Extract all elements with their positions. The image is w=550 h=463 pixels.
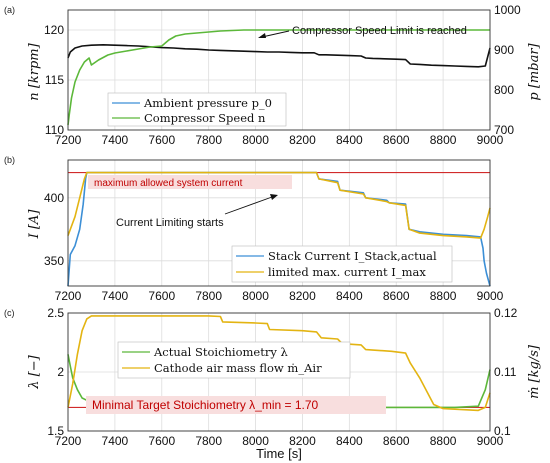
panel-a-xtick-3: 7800 <box>195 133 222 147</box>
panel-b-xtick-3: 7800 <box>195 289 222 303</box>
panel-a-ytick-2: 120 <box>44 23 64 37</box>
panel-a-ytick-right-1: 800 <box>494 83 514 97</box>
panel-b-xtick-6: 8400 <box>336 289 363 303</box>
panel-c-xtick-0: 7200 <box>55 434 82 448</box>
panel-c-ytick-right-0: 0.1 <box>494 424 511 438</box>
panel-c-xtick-2: 7600 <box>148 434 175 448</box>
panel-a-xtick-0: 7200 <box>55 133 82 147</box>
panel-c-ytick-1: 2 <box>57 365 64 379</box>
panel-a-annotation: Compressor Speed Limit is reached <box>292 25 467 37</box>
panel-a-xtick-8: 8800 <box>430 133 457 147</box>
panel-a-series-0 <box>67 43 491 68</box>
panel-b-ytick-1: 400 <box>44 191 64 205</box>
panel-c-ytick-right-1: 0.11 <box>494 365 517 379</box>
panel-a-legend-box <box>107 92 287 127</box>
panel-b-legend-stack: Stack Current I_Stack,actual <box>268 249 437 263</box>
panel-a-ytick-right-0: 700 <box>494 123 514 137</box>
panel-a-xtick-5: 8200 <box>289 133 316 147</box>
panel-a-series <box>67 29 491 126</box>
panel-b-xtick-9: 9000 <box>477 289 504 303</box>
panel-c-xtick-1: 7400 <box>102 434 129 448</box>
panel-a-arrowhead <box>258 33 266 38</box>
panel-c-xtick-5: 8200 <box>289 434 316 448</box>
panel-c-legend-massflow: Cathode air mass flow ṁ_Air <box>154 361 322 375</box>
panel-a-xtick-4: 8000 <box>242 133 269 147</box>
panel-b-tag: (b) <box>4 155 15 165</box>
panel-b-series <box>67 171 491 287</box>
panel-c-xtick-9: 9000 <box>477 434 504 448</box>
panel-a-series-1 <box>67 29 490 126</box>
panel-c-ticks: 7200 7400 7600 7800 8000 8200 8400 8600 8800 9000… <box>47 306 517 448</box>
panel-a-ylabel-right: p [mbar] <box>527 42 542 100</box>
panel-c-legend: Actual Stoichiometry λ Cathode air mass … <box>117 341 351 379</box>
panel-c-xlabel: Time [s] <box>256 446 302 461</box>
panel-b-xtick-2: 7600 <box>148 289 175 303</box>
panel-b-reference-label-bg <box>88 175 292 189</box>
panel-c-xtick-8: 8800 <box>430 434 457 448</box>
panel-c-ytick-0: 1.5 <box>47 424 64 438</box>
panel-c-ytick-2: 2.5 <box>47 306 64 320</box>
panel-a-frame <box>67 9 491 131</box>
panel-c-reference-label: Minimal Target Stoichiometry λ_min = 1.7… <box>92 398 319 412</box>
panel-c-xtick-4: 8000 <box>242 434 269 448</box>
panel-a-legend-speed: Compressor Speed n <box>144 111 266 125</box>
panel-a-ylabel: n [krpm] <box>27 42 42 100</box>
panel-c-legend-lambda: Actual Stoichiometry λ <box>153 345 288 359</box>
panel-b-series-1 <box>67 171 491 239</box>
panel-a-xtick-2: 7600 <box>148 133 175 147</box>
panel-b-xtick-0: 7200 <box>55 289 82 303</box>
panel-b-reference-label: maximum allowed system current <box>94 178 243 189</box>
panel-b-ylabel: I [A] <box>27 209 42 240</box>
panel-a-legend-ambient: Ambient pressure p_0 <box>143 96 272 110</box>
panel-c-frame <box>67 312 491 432</box>
panel-a-ytick-0: 110 <box>45 123 64 137</box>
panel-a-ytick-right-3: 1000 <box>494 3 521 17</box>
panel-c-ylabel-right: ṁ [kg/s] <box>527 344 542 399</box>
panel-a-annotation-arrow <box>261 30 290 38</box>
panel-b-annotation: Current Limiting starts <box>116 217 224 229</box>
panel-c-xtick-6: 8400 <box>336 434 363 448</box>
panel-b-xtick-7: 8600 <box>383 289 410 303</box>
panel-c-xtick-3: 7800 <box>195 434 222 448</box>
panel-a-ticks: 7200 7400 7600 7800 8000 8200 8400 8600 8800 9000… <box>44 3 521 147</box>
panel-b-xtick-4: 8000 <box>242 289 269 303</box>
panel-a-ytick-1: 115 <box>45 73 64 87</box>
panel-b-frame <box>67 159 491 287</box>
panel-c-legend-box <box>117 341 351 379</box>
panel-a-xtick-1: 7400 <box>102 133 129 147</box>
panel-b-annotation-arrow <box>224 196 273 215</box>
panel-b-legend: Stack Current I_Stack,actual limited max… <box>231 245 453 283</box>
panel-b-xtick-8: 8800 <box>430 289 457 303</box>
panel-c-ytick-right-2: 0.12 <box>494 306 518 320</box>
panel-b-arrowhead <box>270 194 278 200</box>
panel-c-ylabel: λ [−] <box>27 354 42 389</box>
panel-c-reference-label-bg <box>86 396 386 414</box>
panel-c-tag: (c) <box>4 308 15 318</box>
panel-a-legend: Ambient pressure p_0 Compressor Speed n <box>107 92 287 127</box>
panel-b-legend-limit: limited max. current I_max <box>268 265 426 279</box>
panel-a-xtick-6: 8400 <box>336 133 363 147</box>
panel-a-ytick-right-2: 900 <box>494 43 514 57</box>
panel-b-ytick-0: 350 <box>44 254 64 268</box>
panel-b-xtick-1: 7400 <box>102 289 129 303</box>
panel-b-legend-box <box>231 245 453 283</box>
panel-a-tag: (a) <box>4 5 15 15</box>
panel-a-xtick-7: 8600 <box>383 133 410 147</box>
panel-c-series-1 <box>67 315 491 412</box>
panel-b-ticks: 7200 7400 7600 7800 8000 8200 8400 8600 8800 9000… <box>44 191 504 303</box>
panel-b-xtick-5: 8200 <box>289 289 316 303</box>
panel-a-xtick-9: 9000 <box>477 133 504 147</box>
panel-c-xtick-7: 8600 <box>383 434 410 448</box>
